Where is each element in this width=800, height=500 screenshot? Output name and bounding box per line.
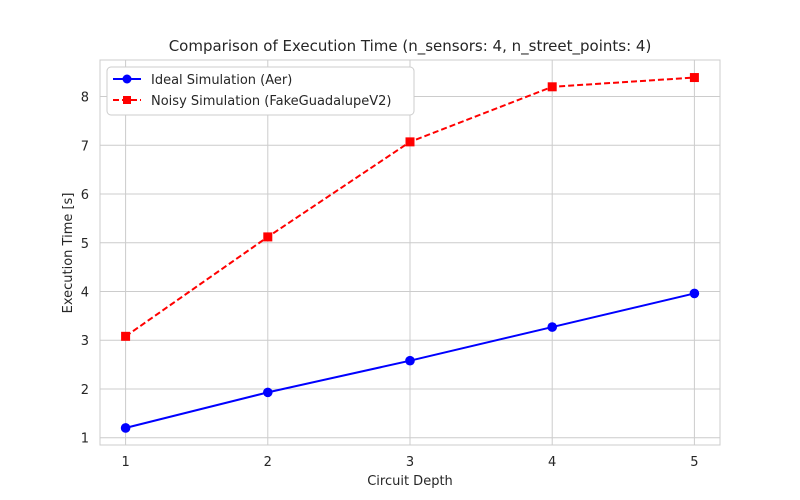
y-tick-label: 1 [81,432,89,447]
legend-box [106,66,415,116]
x-tick-label: 1 [121,455,129,470]
y-tick-label: 8 [81,91,89,106]
x-tick-label: 3 [406,455,414,470]
x-tick-label: 5 [690,455,698,470]
series-layer [120,73,700,433]
y-axis-label: Execution Time [s] [61,193,76,314]
noisy-data-point [263,232,273,242]
y-tick-label: 6 [81,188,89,203]
ideal-data-point [262,387,273,398]
noisy-data-point [547,82,557,92]
y-tick-label: 5 [81,237,89,252]
legend-ideal-marker [122,74,132,84]
chart-title: Comparison of Execution Time (n_sensors:… [169,37,652,56]
y-tick-labels: 1 2 3 4 5 6 7 8 [81,91,89,447]
plot-area [99,59,721,446]
y-tick-label: 7 [81,139,89,154]
legend-ideal-label: Ideal Simulation (Aer) [151,73,292,88]
y-tick-label: 3 [81,334,89,349]
x-tick-label: 2 [264,455,272,470]
ideal-data-point [120,423,131,433]
noisy-data-point [121,331,131,341]
x-axis-label: Circuit Depth [367,474,453,489]
legend-noisy-marker [123,96,131,104]
x-tick-label: 4 [548,455,556,470]
x-tick-labels: 1 2 3 4 5 [121,455,698,470]
legend-noisy-label: Noisy Simulation (FakeGuadalupeV2) [151,94,392,109]
ideal-data-point [689,288,700,299]
legend: Ideal Simulation (Aer) Noisy Simulation … [106,66,415,116]
y-tick-label: 4 [81,285,89,300]
plot-frame [99,59,721,446]
noisy-data-point [405,137,415,147]
ideal-data-point [405,355,415,366]
noisy-data-point [689,73,699,83]
ideal-data-point [547,322,558,332]
y-tick-label: 2 [81,383,89,398]
